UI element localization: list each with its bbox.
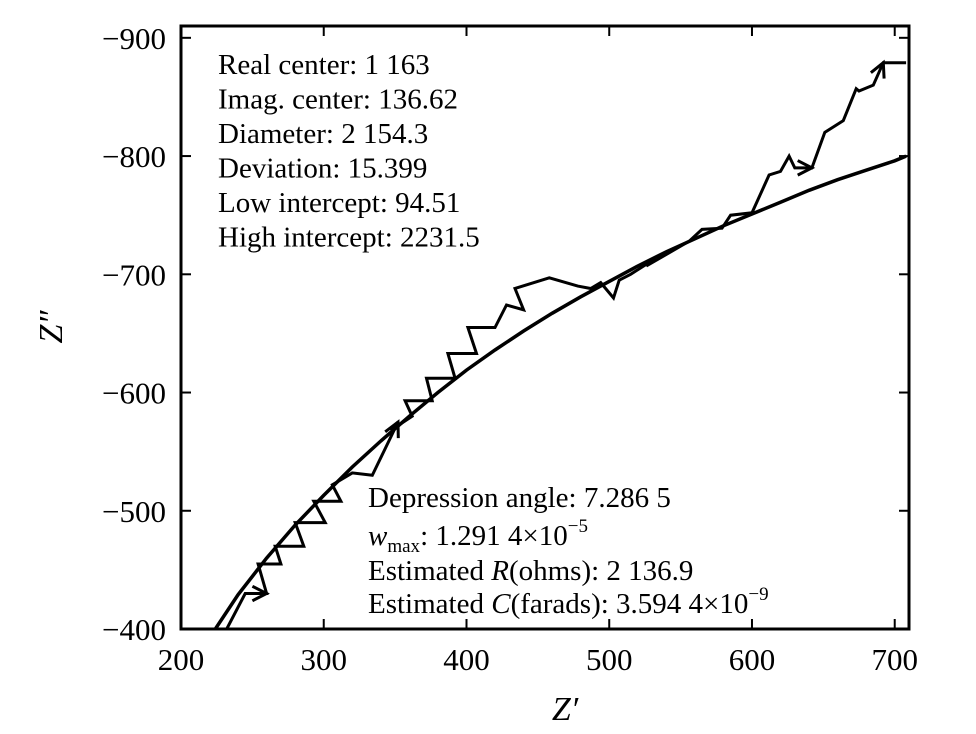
fit-parameter-5: High intercept: 2231.5 — [218, 222, 480, 254]
estimated-c-label: Estimated C(farads): 3.594 4×10−9 — [368, 584, 769, 620]
measured-data-line — [205, 61, 907, 629]
estimate-annotation: Depression angle: 7.286 5 wmax: 1.291 4×… — [368, 482, 769, 620]
y-tick-label-4: −800 — [102, 139, 166, 174]
x-axis-title: Z′ — [552, 691, 579, 728]
estimated-r-label: Estimated R(ohms): 2 136.9 — [368, 555, 693, 587]
direction-arrow-3 — [869, 59, 886, 79]
y-tick-label-3: −700 — [102, 257, 166, 292]
plot-frame — [179, 24, 911, 631]
y-axis-title: Z″ — [33, 310, 70, 344]
direction-arrow-0 — [251, 584, 270, 603]
x-tick-label-0: 200 — [158, 642, 205, 677]
wmax-label: wmax: 1.291 4×10−5 — [368, 516, 588, 557]
x-tick-labels: 200 300 400 500 600 700 — [158, 642, 918, 677]
fit-parameter-4: Low intercept: 94.51 — [218, 187, 460, 219]
y-tick-label-5: −900 — [102, 21, 166, 56]
x-tick-label-2: 400 — [443, 642, 490, 677]
direction-arrow-2 — [797, 159, 816, 177]
fit-parameter-1: Imag. center: 136.62 — [218, 84, 458, 116]
fit-parameter-2: Diameter: 2 154.3 — [218, 118, 428, 150]
fit-arc-line — [213, 154, 907, 629]
x-tick-label-4: 600 — [729, 642, 776, 677]
x-tick-label-1: 300 — [300, 642, 347, 677]
y-tick-label-0: −400 — [102, 612, 166, 647]
plot-area — [205, 59, 907, 629]
x-tick-label-5: 700 — [871, 642, 918, 677]
y-tick-label-2: −600 — [102, 376, 166, 411]
fit-parameter-0: Real center: 1 163 — [218, 49, 430, 81]
direction-arrow-1 — [384, 419, 400, 439]
depression-angle-label: Depression angle: 7.286 5 — [368, 482, 671, 514]
fit-parameter-3: Deviation: 15.399 — [218, 153, 427, 185]
y-tick-labels: −400 −500 −600 −700 −800 −900 — [102, 21, 166, 647]
x-tick-label-3: 500 — [586, 642, 633, 677]
y-tick-label-1: −500 — [102, 494, 166, 529]
